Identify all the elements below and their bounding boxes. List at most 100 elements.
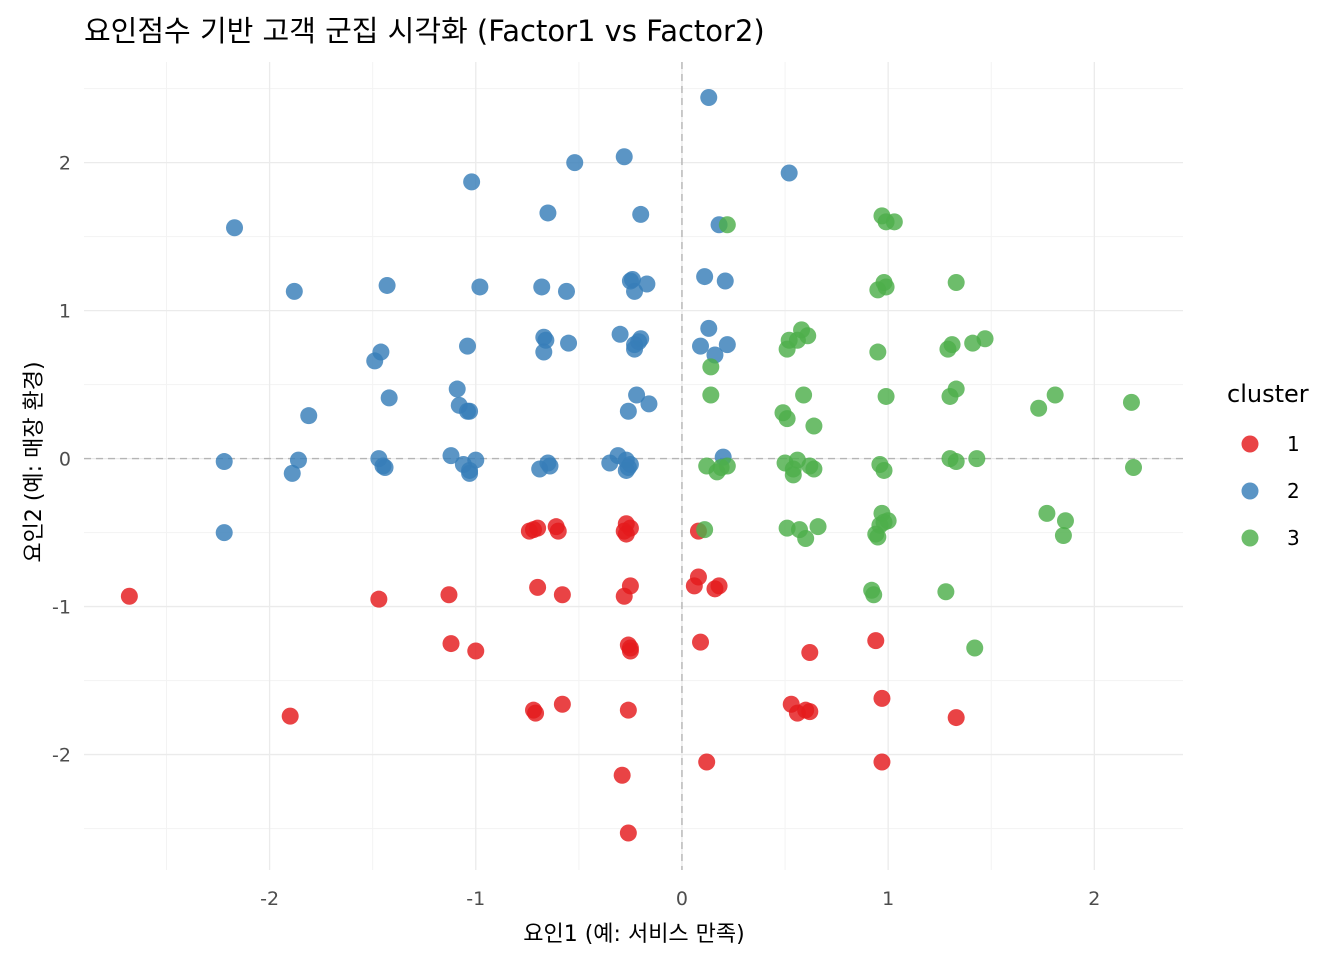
grid-minor (84, 62, 1183, 870)
data-point-cluster-1 (553, 695, 571, 713)
data-point-cluster-2 (718, 336, 736, 354)
data-point-cluster-1 (281, 707, 299, 725)
data-point-cluster-3 (877, 387, 895, 405)
data-point-cluster-3 (696, 521, 714, 539)
data-point-cluster-3 (778, 410, 796, 428)
x-tick-label: 0 (676, 888, 688, 910)
data-point-cluster-2 (285, 282, 303, 300)
data-point-cluster-2 (557, 282, 575, 300)
data-point-cluster-1 (613, 766, 631, 784)
data-point-cluster-3 (937, 583, 955, 601)
data-point-cluster-1 (692, 633, 710, 651)
data-point-cluster-2 (632, 205, 650, 223)
data-point-cluster-3 (943, 336, 961, 354)
data-point-cluster-3 (784, 466, 802, 484)
data-point-cluster-2 (640, 395, 658, 413)
data-point-cluster-2 (448, 380, 466, 398)
data-point-cluster-3 (778, 340, 796, 358)
data-point-cluster-2 (700, 89, 718, 107)
data-point-cluster-3 (885, 213, 903, 231)
data-point-cluster-3 (1054, 527, 1072, 545)
x-tick-label: 1 (882, 888, 894, 910)
data-point-cluster-1 (867, 632, 885, 650)
data-point-cluster-1 (873, 753, 891, 771)
data-point-cluster-1 (698, 753, 716, 771)
data-point-cluster-3 (702, 386, 720, 404)
data-point-cluster-1 (947, 709, 965, 727)
data-point-cluster-2 (471, 278, 489, 296)
data-point-cluster-2 (289, 451, 307, 469)
data-point-cluster-3 (718, 457, 736, 475)
data-point-cluster-1 (120, 587, 138, 605)
data-point-cluster-3 (1125, 458, 1143, 476)
data-point-cluster-2 (283, 464, 301, 482)
data-point-cluster-2 (638, 275, 656, 293)
data-point-cluster-1 (529, 519, 547, 537)
data-point-cluster-3 (718, 216, 736, 234)
legend-key-cluster-3 (1241, 529, 1259, 547)
y-axis-title: 요인2 (예: 매장 환경) (22, 361, 47, 562)
x-tick-label: 2 (1088, 888, 1100, 910)
data-point-cluster-2 (378, 276, 396, 294)
data-point-cluster-2 (539, 204, 557, 222)
data-point-cluster-1 (619, 701, 637, 719)
legend-key-cluster-1 (1241, 435, 1259, 453)
data-point-cluster-2 (615, 148, 633, 166)
data-point-cluster-2 (566, 154, 584, 172)
data-point-cluster-3 (877, 278, 895, 296)
data-point-cluster-3 (799, 327, 817, 345)
data-point-cluster-2 (300, 407, 318, 425)
data-point-cluster-3 (869, 343, 887, 361)
data-point-cluster-3 (1046, 386, 1064, 404)
data-point-cluster-2 (692, 337, 710, 355)
y-tick-label: -2 (52, 745, 71, 767)
data-point-cluster-2 (535, 343, 553, 361)
legend-label-cluster-2: 2 (1287, 479, 1300, 503)
data-point-cluster-3 (797, 530, 815, 548)
data-point-cluster-2 (376, 458, 394, 476)
data-point-cluster-1 (685, 577, 703, 595)
y-tick-label: 2 (59, 153, 71, 175)
x-axis-ticks: -2 -1 0 1 2 (260, 888, 1100, 910)
data-point-cluster-2 (533, 278, 551, 296)
data-point-cluster-2 (700, 319, 718, 337)
data-point-cluster-1 (621, 642, 639, 660)
data-point-cluster-1 (710, 577, 728, 595)
data-point-cluster-1 (370, 590, 388, 608)
data-point-cluster-2 (215, 524, 233, 542)
data-point-cluster-3 (795, 386, 813, 404)
data-point-cluster-3 (865, 586, 883, 604)
data-point-cluster-3 (702, 358, 720, 376)
data-point-cluster-2 (215, 453, 233, 471)
data-point-cluster-3 (875, 461, 893, 479)
data-point-cluster-3 (1030, 399, 1048, 417)
data-point-cluster-2 (601, 454, 619, 472)
data-point-cluster-2 (626, 282, 644, 300)
data-point-cluster-3 (947, 380, 965, 398)
data-point-cluster-1 (619, 824, 637, 842)
legend-label-cluster-1: 1 (1287, 432, 1300, 456)
data-point-cluster-2 (459, 337, 477, 355)
data-point-cluster-2 (366, 352, 384, 370)
data-point-cluster-3 (1122, 393, 1140, 411)
data-point-cluster-1 (553, 586, 571, 604)
data-point-cluster-3 (966, 639, 984, 657)
data-point-cluster-2 (226, 219, 244, 237)
data-point-cluster-1 (440, 586, 458, 604)
x-tick-label: -2 (260, 888, 279, 910)
data-point-cluster-1 (549, 522, 567, 540)
data-point-cluster-3 (947, 273, 965, 291)
data-point-cluster-2 (619, 402, 637, 420)
data-point-cluster-2 (541, 457, 559, 475)
data-point-cluster-1 (873, 689, 891, 707)
data-point-cluster-1 (529, 578, 547, 596)
data-point-cluster-2 (780, 164, 798, 182)
data-point-cluster-2 (617, 461, 635, 479)
data-point-cluster-2 (696, 268, 714, 286)
data-point-cluster-3 (1038, 504, 1056, 522)
data-point-cluster-2 (716, 272, 734, 290)
data-point-cluster-3 (968, 450, 986, 468)
data-points (120, 89, 1143, 842)
data-point-cluster-2 (442, 447, 460, 465)
